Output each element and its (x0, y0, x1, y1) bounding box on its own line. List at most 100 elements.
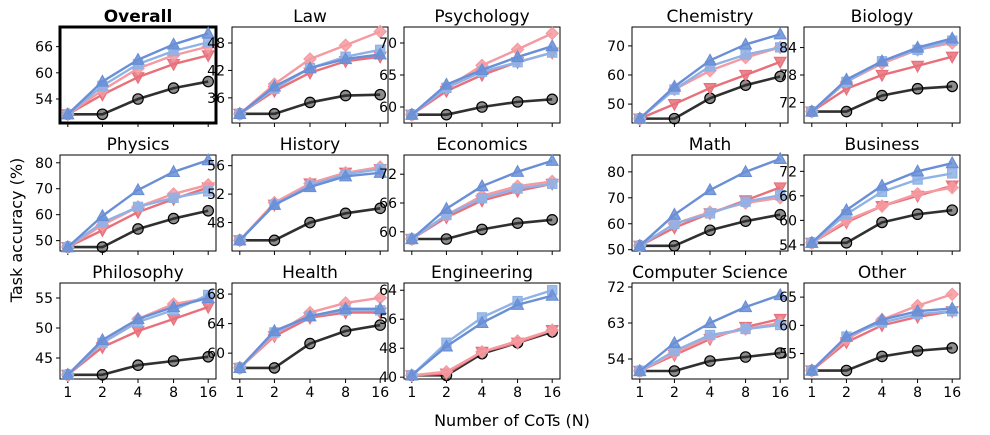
x-tick-label: 2 (98, 385, 107, 401)
series-blue-triangle (632, 27, 788, 124)
panel-title: Physics (107, 135, 170, 155)
lightblue-square-marker (132, 201, 144, 213)
blue-triangle-marker (60, 107, 75, 120)
x-tick-label: 4 (878, 385, 887, 401)
pink-diamond-marker (338, 38, 353, 53)
series-lightblue-square (62, 186, 214, 253)
black-circle-marker (339, 207, 352, 220)
blue-triangle-marker (338, 301, 353, 314)
black-circle-marker (96, 241, 109, 253)
lightblue-square-marker (946, 168, 958, 179)
blue-triangle-marker (60, 239, 75, 253)
y-tick-label: 45 (35, 351, 53, 367)
blue-triangle-marker (475, 62, 489, 75)
panel-chemistry: Chemistry 50 60 70 (607, 7, 789, 127)
x-tick-label: 4 (706, 385, 715, 401)
blue-triangle-marker (545, 288, 560, 301)
y-tick-label: 56 (207, 159, 225, 175)
pink-diamond-marker (945, 180, 960, 195)
x-tick-label: 16 (199, 385, 217, 401)
panel-grid: Overall546066Law364248Psychology606570Ch… (35, 7, 961, 401)
y-tick-label: 50 (35, 321, 53, 337)
red-down-triangle-marker (703, 82, 717, 96)
blue-triangle-marker (338, 51, 353, 65)
panel-history: History 48 52 56 (207, 135, 389, 255)
blue-triangle-marker (232, 233, 247, 246)
panel-business: Business 54 60 66 72 (779, 135, 961, 255)
x-tick-label: 1 (635, 385, 644, 401)
y-tick-label: 54 (607, 352, 625, 368)
series-blue-triangle (232, 301, 388, 374)
blue-triangle-marker (439, 77, 454, 90)
black-circle-marker (132, 93, 144, 105)
blue-triangle-marker (510, 164, 525, 177)
y-tick-label: 70 (607, 191, 625, 207)
blue-triangle-marker (632, 111, 647, 124)
blue-triangle-marker (439, 201, 454, 214)
red-down-triangle-marker (773, 182, 788, 195)
y-tick-label: 60 (607, 217, 625, 233)
blue-triangle-marker (95, 208, 110, 222)
pink-diamond-marker (875, 199, 889, 213)
black-circle-marker (739, 351, 752, 363)
black-circle-marker (374, 202, 386, 215)
y-tick-label: 60 (379, 100, 397, 116)
y-tick-label: 52 (207, 187, 225, 203)
blue-triangle-marker (910, 303, 925, 317)
black-circle-marker (876, 350, 888, 363)
blue-triangle-marker (839, 72, 854, 85)
y-tick-label: 60 (379, 225, 397, 241)
lightblue-square-marker (774, 42, 786, 53)
red-down-triangle-marker (773, 56, 788, 70)
y-tick-label: 65 (379, 68, 397, 84)
blue-triangle-marker (373, 301, 388, 314)
x-tick-label: 2 (442, 385, 451, 401)
black-circle-marker (511, 96, 524, 108)
blue-triangle-marker (475, 178, 489, 192)
black-circle-marker (876, 216, 888, 229)
red-down-triangle-marker (910, 60, 925, 74)
pink-diamond-marker (945, 287, 960, 302)
panel-frame (231, 282, 389, 380)
blue-triangle-marker (545, 153, 560, 166)
lightblue-square-marker (704, 329, 716, 341)
black-circle-marker (546, 93, 558, 106)
black-circle-marker (167, 212, 180, 225)
blue-triangle-marker (839, 329, 854, 342)
panel-biology: Biology 72 78 84 (779, 7, 961, 127)
blue-triangle-marker (166, 37, 181, 50)
blue-triangle-marker (910, 164, 925, 177)
blue-triangle-marker (839, 202, 854, 216)
blue-triangle-marker (632, 363, 647, 377)
y-tick-label: 55 (779, 347, 797, 363)
lightblue-square-marker (168, 192, 179, 204)
black-circle-marker (774, 70, 786, 83)
blue-triangle-marker (338, 169, 353, 182)
black-circle-marker (339, 325, 352, 337)
y-tick-label: 64 (379, 283, 397, 299)
series-blue-triangle (404, 38, 560, 120)
blue-triangle-marker (738, 164, 753, 177)
black-circle-marker (911, 208, 924, 221)
y-tick-label: 80 (35, 156, 53, 172)
y-tick-label: 36 (207, 91, 225, 107)
panel-frame (403, 282, 561, 380)
series-blue-triangle (632, 151, 788, 251)
y-tick-label: 65 (779, 290, 797, 306)
pink-diamond-marker (510, 334, 525, 348)
y-tick-label: 84 (779, 41, 797, 57)
panel-title: Math (689, 135, 732, 155)
blue-triangle-marker (131, 52, 145, 65)
pink-diamond-marker (475, 344, 489, 359)
y-tick-label: 70 (607, 39, 625, 55)
black-circle-marker (876, 89, 888, 102)
panel-title: Chemistry (667, 7, 754, 27)
blue-triangle-marker (773, 27, 788, 40)
black-circle-marker (946, 204, 958, 216)
red-down-triangle-marker (738, 69, 753, 83)
blue-triangle-marker (703, 182, 717, 196)
blue-triangle-marker (404, 368, 419, 381)
panel-title: Computer Science (632, 263, 788, 283)
panel-title: Biology (851, 7, 914, 27)
blue-triangle-marker (131, 311, 145, 325)
